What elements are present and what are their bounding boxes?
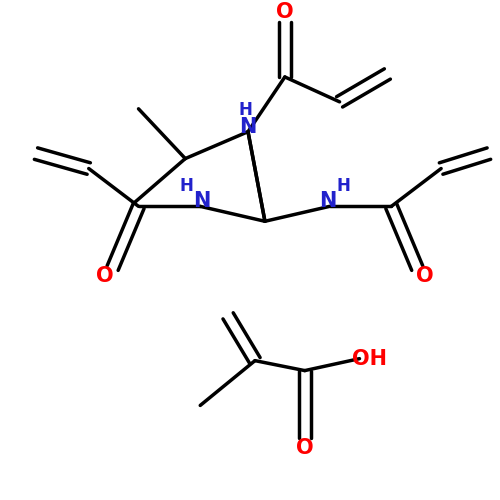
Text: N: N [319,192,336,212]
Text: H: H [180,178,193,196]
Text: O: O [276,2,293,22]
Text: H: H [336,178,350,196]
Text: H: H [238,101,252,119]
Text: O: O [96,266,114,286]
Text: O: O [416,266,434,286]
Text: OH: OH [352,348,387,368]
Text: N: N [240,116,256,136]
Text: O: O [296,438,314,458]
Text: N: N [194,192,211,212]
